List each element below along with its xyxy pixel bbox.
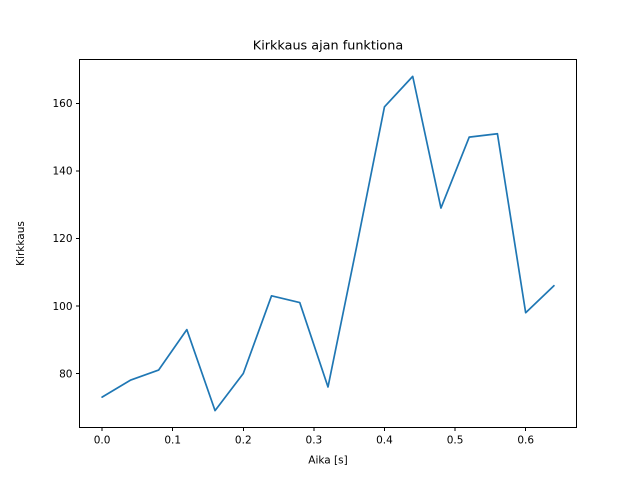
- x-axis-ticks: 0.0 0.1 0.2 0.3 0.4 0.5 0.6: [94, 427, 534, 447]
- y-tick-label: 80: [59, 368, 72, 380]
- x-axis-label: Aika [s]: [308, 455, 347, 467]
- y-axis-ticks: 80 100 120 140 160: [52, 98, 80, 380]
- x-tick-label: 0.5: [447, 435, 464, 447]
- y-tick-label: 160: [52, 98, 72, 110]
- axes-frame: [79, 59, 577, 428]
- y-tick-label: 100: [52, 301, 72, 313]
- axes-spines: [79, 59, 577, 428]
- y-axis-label: Kirkkaus: [15, 221, 27, 266]
- x-tick-label: 0.4: [376, 435, 393, 447]
- x-tick-label: 0.3: [306, 435, 323, 447]
- x-tick-label: 0.2: [235, 435, 252, 447]
- y-tick-label: 140: [52, 166, 72, 178]
- x-tick-label: 0.6: [517, 435, 534, 447]
- chart-title: Kirkkaus ajan funktiona: [253, 39, 403, 54]
- x-tick-label: 0.0: [94, 435, 111, 447]
- y-tick-label: 120: [52, 233, 72, 245]
- x-tick-label: 0.1: [164, 435, 181, 447]
- data-series-line: [101, 75, 555, 412]
